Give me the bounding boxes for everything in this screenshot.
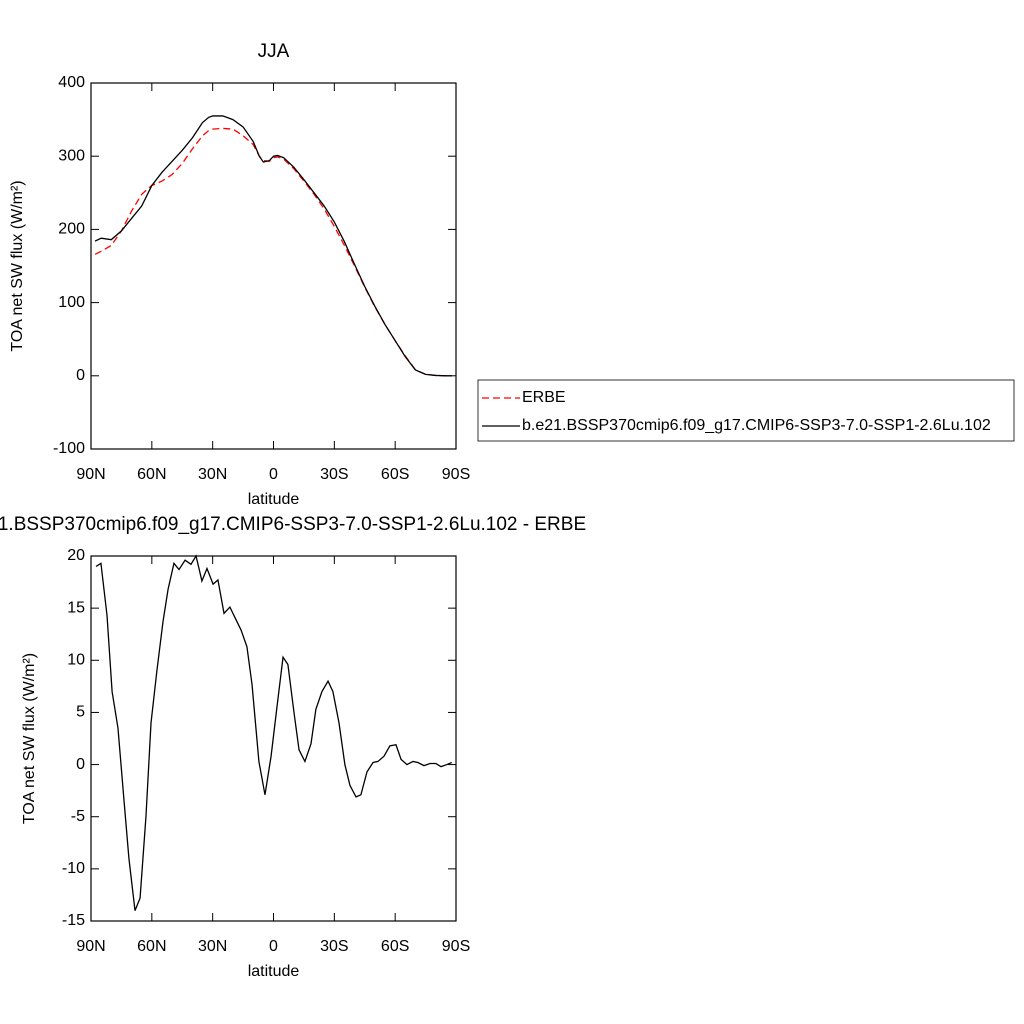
y-tick-label: -5 xyxy=(71,808,85,825)
y-axis-title: TOA net SW flux (W/m²) xyxy=(21,653,38,824)
chart-title: JJA xyxy=(258,41,290,62)
y-tick-label: 200 xyxy=(58,221,85,238)
plot-frame xyxy=(90,555,457,922)
legend-box xyxy=(477,379,1015,442)
data-line xyxy=(95,554,452,911)
x-tick-label: 60N xyxy=(137,938,166,955)
y-tick-label: 0 xyxy=(76,367,85,384)
y-axis-title: TOA net SW flux (W/m²) xyxy=(9,180,26,351)
x-tick-label: 60S xyxy=(381,938,409,955)
y-tick-label: -100 xyxy=(53,440,85,457)
x-tick-label: 0 xyxy=(269,466,278,483)
chart-title: b.e21.BSSP370cmip6.f09_g17.CMIP6-SSP3-7.… xyxy=(0,514,586,535)
y-tick-label: 300 xyxy=(58,147,85,164)
y-tick-label: 400 xyxy=(58,74,85,91)
legend-label: ERBE xyxy=(522,389,566,406)
legend-label: b.e21.BSSP370cmip6.f09_g17.CMIP6-SSP3-7.… xyxy=(522,417,991,434)
x-tick-label: 30N xyxy=(198,466,227,483)
data-line xyxy=(94,127,452,377)
x-tick-label: 30N xyxy=(198,938,227,955)
y-tick-label: 20 xyxy=(67,547,85,564)
x-tick-label: 90S xyxy=(442,938,470,955)
y-tick-label: 10 xyxy=(67,652,85,669)
x-tick-label: 60N xyxy=(137,466,166,483)
x-tick-label: 30S xyxy=(320,938,348,955)
y-tick-label: -15 xyxy=(62,912,85,929)
y-tick-label: 15 xyxy=(67,599,85,616)
x-tick-label: 60S xyxy=(381,466,409,483)
x-tick-label: 0 xyxy=(269,938,278,955)
x-tick-label: 90N xyxy=(76,938,105,955)
plot-frame xyxy=(90,82,457,450)
x-tick-label: 90S xyxy=(442,466,470,483)
x-tick-label: 90N xyxy=(76,466,105,483)
x-axis-title: latitude xyxy=(248,963,300,980)
y-tick-label: -10 xyxy=(62,860,85,877)
x-tick-label: 30S xyxy=(320,466,348,483)
y-tick-label: 100 xyxy=(58,294,85,311)
y-tick-label: 0 xyxy=(76,756,85,773)
x-axis-title: latitude xyxy=(248,491,300,508)
data-line xyxy=(94,115,452,377)
y-tick-label: 5 xyxy=(76,704,85,721)
